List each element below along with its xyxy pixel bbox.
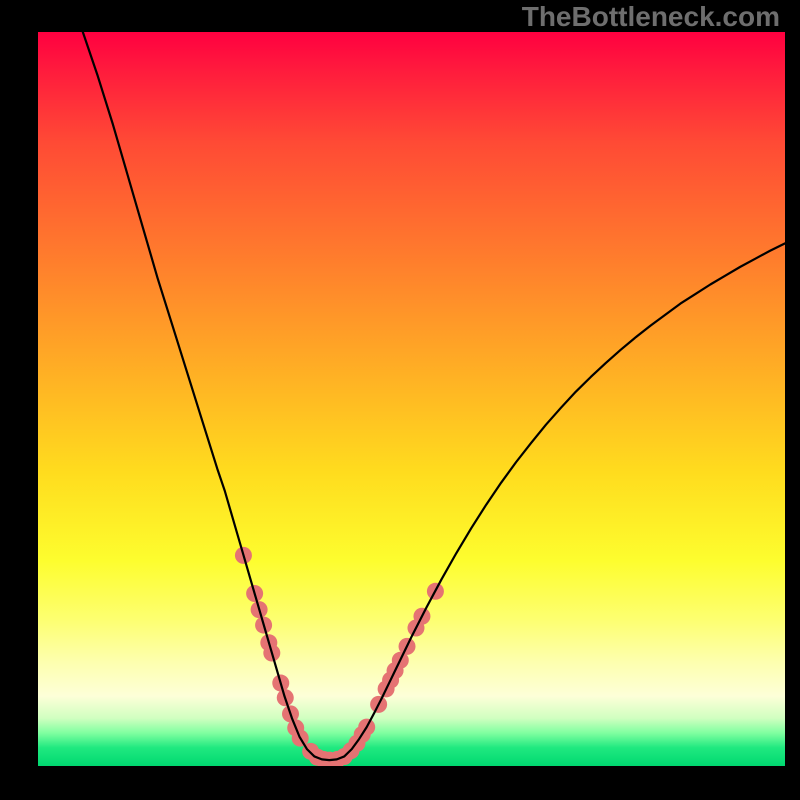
plot-background-gradient [38, 32, 785, 766]
bottleneck-curve-chart: TheBottleneck.com [0, 0, 800, 800]
chart-container: TheBottleneck.com [0, 0, 800, 800]
watermark-text: TheBottleneck.com [522, 1, 780, 32]
